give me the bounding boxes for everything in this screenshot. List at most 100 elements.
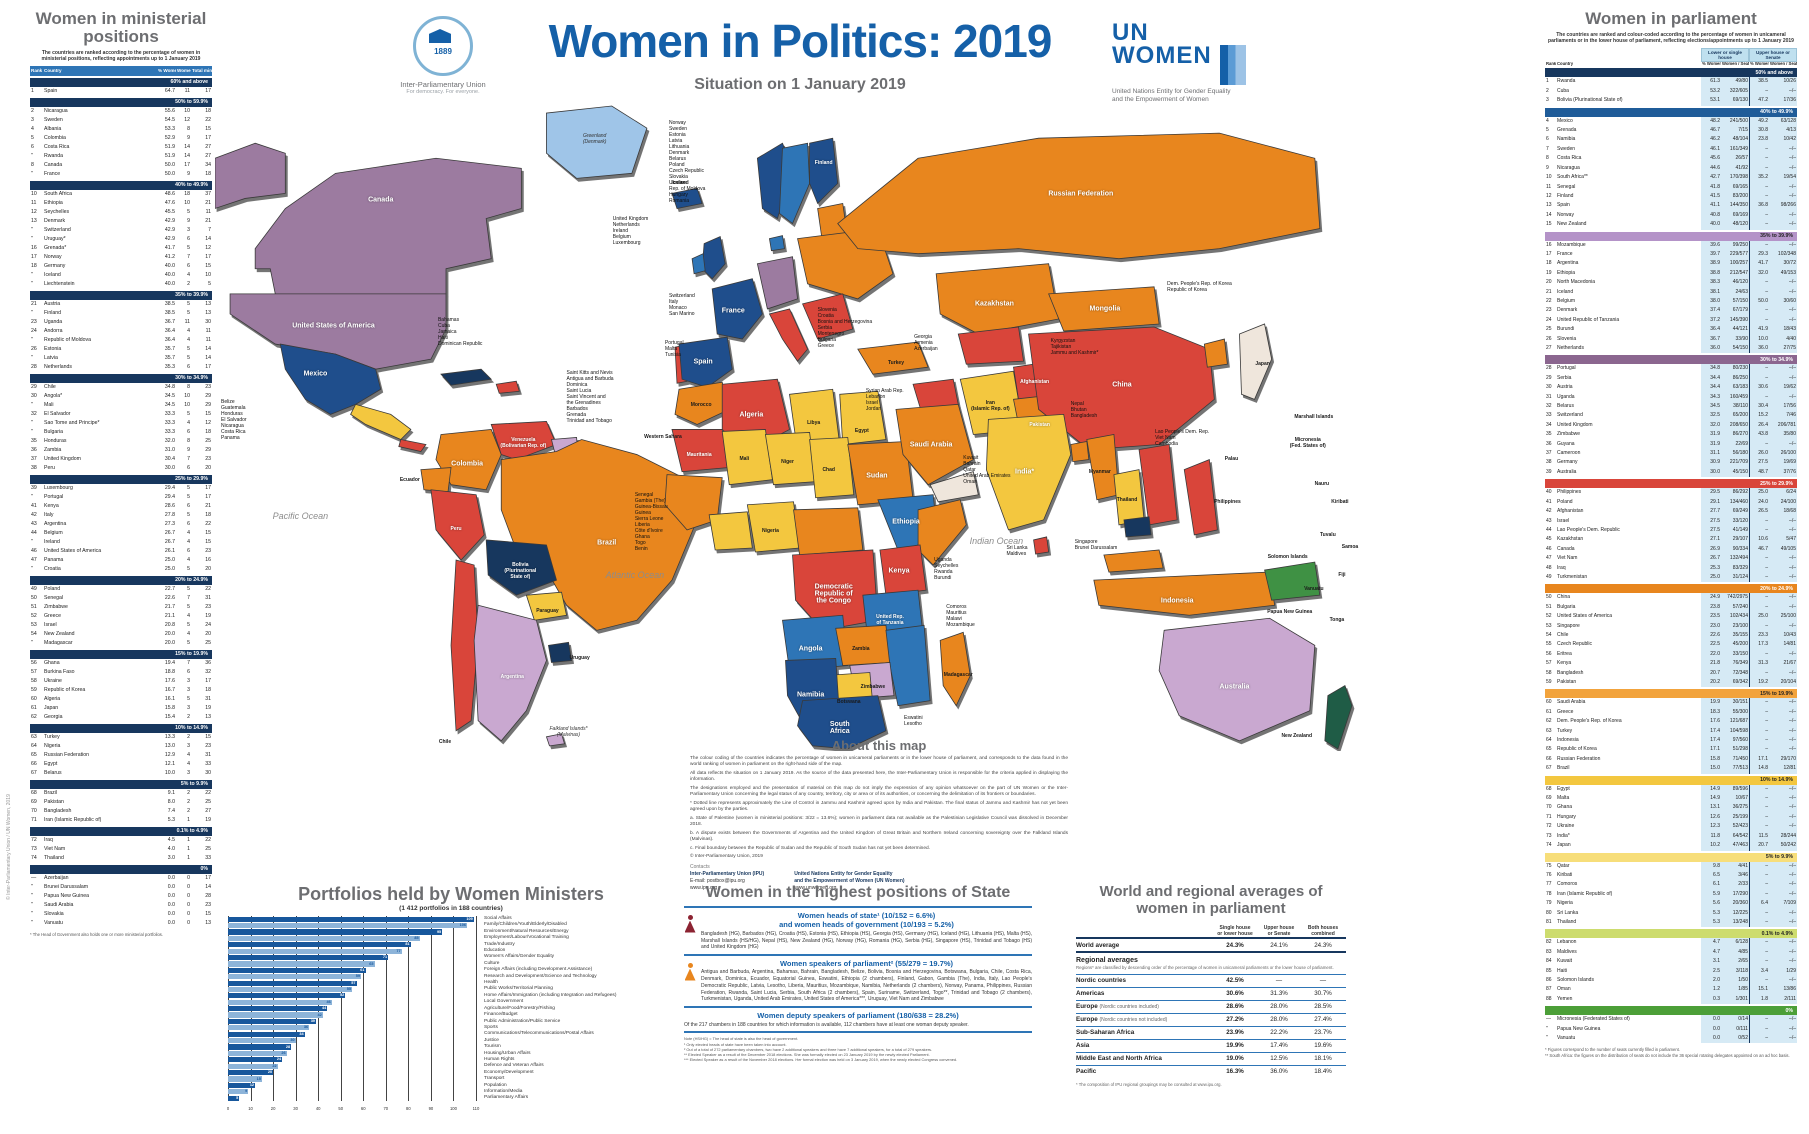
table-cell: 36 xyxy=(1546,440,1552,447)
table-cell: United Kingdom xyxy=(1557,421,1593,428)
region-argentina xyxy=(473,604,547,742)
table-cell: 47/463 xyxy=(1721,841,1749,851)
table-cell: Croatia xyxy=(44,565,61,572)
table-cell: 742/2975 xyxy=(1721,593,1749,603)
table-cell: –/– xyxy=(1769,144,1797,155)
contact-line: www.ipu.org xyxy=(690,884,718,891)
table-cell: Germany xyxy=(44,262,66,269)
table-cell: 86/292 xyxy=(1721,488,1749,498)
value-upper-house: 28.0% xyxy=(1270,1003,1288,1011)
table-cell: Angola* xyxy=(44,392,63,399)
table-cell: 11 xyxy=(1546,183,1552,190)
table-row: 25 Burundi 36.4 44/121 41.9 18/43 xyxy=(1545,325,1797,335)
table-cell: 37 xyxy=(205,190,211,197)
table-cell: 38.5 xyxy=(164,309,175,316)
table-cell: – xyxy=(1749,373,1769,384)
table-cell: 70 xyxy=(31,807,37,814)
table-row: 16 Grenada* 41.7 5 12 xyxy=(30,244,212,253)
table-cell: 0/111 xyxy=(1721,1024,1749,1035)
region-france xyxy=(711,278,763,340)
spacer xyxy=(1076,925,1212,937)
table-cell: – xyxy=(1749,86,1769,97)
table-cell: 42 xyxy=(1546,508,1552,515)
divider xyxy=(684,1031,1032,1034)
region-west-africa xyxy=(664,474,723,531)
table-cell: 10/42 xyxy=(1769,135,1797,145)
table-cell: 18 xyxy=(205,170,211,177)
table-cell: 37.4 xyxy=(1701,306,1721,316)
table-cell: 17 xyxy=(184,161,190,168)
region-uruguay xyxy=(547,641,573,663)
woman-speaker-icon xyxy=(684,959,696,1003)
table-cell: 10.2 xyxy=(1701,841,1721,851)
table-cell: 40.0 xyxy=(164,280,175,287)
table-cell: " xyxy=(31,493,33,500)
bar: 30 xyxy=(228,1038,296,1044)
table-cell: " xyxy=(31,883,33,890)
table-row: 12 Seychelles 45.5 5 11 xyxy=(30,208,212,217)
table-cell: Honduras xyxy=(44,437,67,444)
table-row: " Portugal 29.4 5 17 xyxy=(30,493,212,502)
table-footnote: ** South Africa: the figures on the dist… xyxy=(1545,1053,1790,1059)
table-cell: 16 xyxy=(31,244,37,251)
table-cell: 53.3 xyxy=(164,125,175,132)
table-cell: 46.7 xyxy=(1749,544,1769,555)
region-chad xyxy=(809,437,855,499)
table-cell: 34.5 xyxy=(164,401,175,408)
bar-category-label: Sports xyxy=(484,1024,498,1030)
region-denmark xyxy=(768,235,785,252)
table-cell: – xyxy=(1749,439,1769,450)
table-cell: 33.3 xyxy=(164,428,175,435)
table-cell: 4/41 xyxy=(1721,861,1749,871)
axis-tick-label: 0 xyxy=(226,1106,230,1112)
table-cell: 17 xyxy=(205,484,211,491)
table-cell: 212/547 xyxy=(1721,268,1749,279)
gridline xyxy=(340,916,342,1102)
table-cell: 30.4 xyxy=(164,455,175,462)
table-cell: 20.0 xyxy=(164,639,175,646)
table-cell: 19 xyxy=(1546,269,1552,276)
table-cell: 43 xyxy=(1546,517,1552,524)
table-cell: –/– xyxy=(1769,439,1797,450)
table-cell: 30.9 xyxy=(1701,458,1721,468)
table-cell: 17/290 xyxy=(1721,889,1749,900)
table-cell: 23 xyxy=(205,901,211,908)
table-cell: –/– xyxy=(1769,593,1797,603)
table-cell: 9 xyxy=(187,217,190,224)
table-cell: 14 xyxy=(205,354,211,361)
table-cell: – xyxy=(1749,784,1769,795)
table-cell: 14 xyxy=(205,345,211,352)
table-cell: 72 xyxy=(1546,823,1552,830)
table-row: 35 Zimbabwe 31.9 86/270 43.8 35/80 xyxy=(1545,430,1797,440)
table-cell: 6/128 xyxy=(1721,938,1749,948)
table-cell: Comoros xyxy=(1557,881,1578,888)
table-cell: 85 xyxy=(1546,967,1552,974)
region-vietnam xyxy=(1138,444,1178,526)
table-cell: 2.5 xyxy=(1701,966,1721,976)
table-cell: – xyxy=(1749,191,1769,202)
table-cell: 17.4 xyxy=(1701,726,1721,737)
table-cell: 160/459 xyxy=(1721,392,1749,403)
table-row: " Croatia 25.0 5 20 xyxy=(30,565,212,574)
table-cell: 35.2 xyxy=(1749,173,1769,183)
table-row: 30 Austria 34.4 63/183 30.6 19/62 xyxy=(1545,383,1797,393)
table-cell: Czech Republic xyxy=(1557,641,1593,648)
column-header: % Women xyxy=(1702,61,1721,66)
table-cell: 26.4 xyxy=(1749,420,1769,431)
table-cell: 41 xyxy=(1546,498,1552,505)
table-row: " Sao Tome and Principe* 33.3 4 12 xyxy=(30,419,212,428)
table-cell: Qatar xyxy=(1557,862,1570,869)
table-cell: 53.2 xyxy=(1701,86,1721,97)
bar: 81 xyxy=(228,942,411,948)
table-row: " Bulgaria 33.3 6 18 xyxy=(30,428,212,437)
table-cell: 20 xyxy=(205,464,211,471)
column-header: Rank xyxy=(31,67,43,73)
table-cell: Norway xyxy=(44,253,62,260)
table-cell: 9.1 xyxy=(167,789,175,796)
table-cell: 3 xyxy=(31,116,34,123)
table-cell: Haiti xyxy=(1557,967,1568,974)
table-cell: 5 xyxy=(187,621,190,628)
table-cell: 0.0 xyxy=(1701,1034,1721,1044)
table-cell: 40.8 xyxy=(1701,210,1721,221)
table-cell: 31 xyxy=(205,695,211,702)
